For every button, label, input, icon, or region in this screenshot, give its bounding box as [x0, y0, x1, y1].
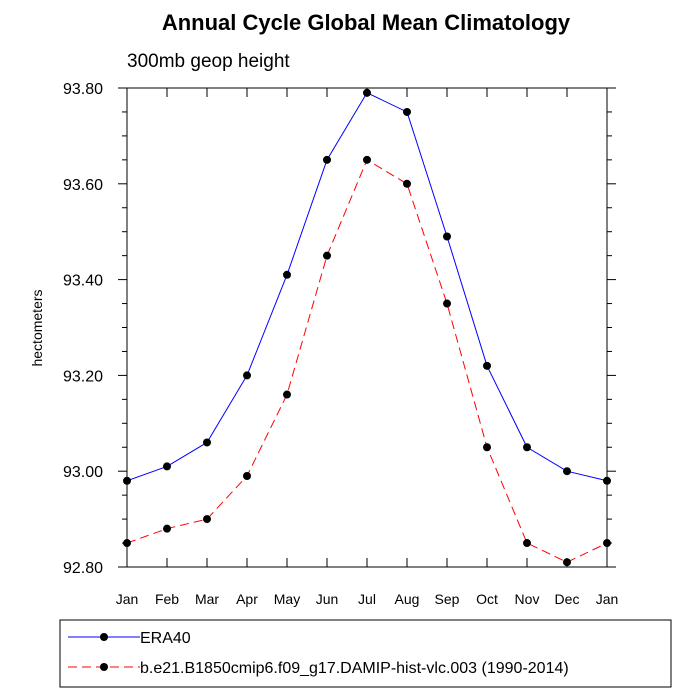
legend: ERA40 b.e21.B1850cmip6.f09_g17.DAMIP-hist… [59, 619, 672, 688]
series-1-point [123, 476, 131, 485]
series-1-point [163, 462, 171, 471]
y-tick-label: 92.80 [63, 560, 103, 577]
series-2-point [243, 471, 251, 480]
series-1-point [603, 476, 611, 485]
x-tick-label: Apr [236, 591, 258, 607]
x-tick-label: May [274, 591, 300, 607]
x-tick-label: Nov [515, 591, 540, 607]
series-1-point [323, 155, 331, 164]
x-tick-label: Aug [395, 591, 420, 607]
series-2-point [563, 558, 571, 567]
legend-label-1: ERA40 [140, 630, 191, 647]
series-1-point [523, 443, 531, 452]
series-1-point [243, 371, 251, 380]
chart-title: Annual Cycle Global Mean Climatology [162, 10, 571, 35]
y-tick-label: 93.60 [63, 177, 103, 194]
series-2-point [283, 390, 291, 399]
legend-marker-1 [100, 633, 108, 641]
series-2-point [163, 524, 171, 533]
x-tick-label: Mar [195, 591, 219, 607]
series-2-point [483, 443, 491, 452]
series-2-point [523, 539, 531, 548]
y-tick-label: 93.80 [63, 81, 103, 98]
x-tick-label: Jan [116, 591, 139, 607]
series-2-point [403, 179, 411, 188]
series-1-point [483, 361, 491, 370]
x-tick-label: Oct [476, 591, 498, 607]
y-axis-label: hectometers [29, 289, 45, 366]
legend-label-2: b.e21.B1850cmip6.f09_g17.DAMIP-hist-vlc.… [140, 660, 569, 677]
series-2-point [603, 539, 611, 548]
series-layer [123, 88, 611, 567]
legend-box [59, 619, 672, 688]
x-tick-label: Jul [358, 591, 376, 607]
x-tick-label: Jun [316, 591, 339, 607]
x-tick-label: Dec [555, 591, 580, 607]
series-1-point [403, 107, 411, 116]
series-1-point [443, 232, 451, 241]
y-tick-label: 93.20 [63, 368, 103, 385]
y-tick-label: 93.40 [63, 273, 103, 290]
series-1-point [283, 270, 291, 279]
series-2-point [123, 539, 131, 548]
legend-marker-2 [100, 663, 108, 671]
x-tick-label: Feb [155, 591, 179, 607]
series-2-point [203, 515, 211, 524]
chart-subtitle: 300mb geop height [127, 51, 290, 72]
series-line-2 [126, 159, 608, 563]
x-tick-label: Sep [435, 591, 460, 607]
y-tick-label: 93.00 [63, 464, 103, 481]
series-1-point [363, 88, 371, 97]
series-1-point [563, 467, 571, 476]
series-line-1 [126, 92, 608, 482]
series-2-point [323, 251, 331, 260]
x-tick-label: Jan [596, 591, 619, 607]
series-1-point [203, 438, 211, 447]
axes-layer: Jan Feb Mar Apr May Jun Jul Aug Sep Oct Nov Dec Jan 9… [63, 81, 618, 607]
series-2-point [363, 155, 371, 164]
series-2-point [443, 299, 451, 308]
